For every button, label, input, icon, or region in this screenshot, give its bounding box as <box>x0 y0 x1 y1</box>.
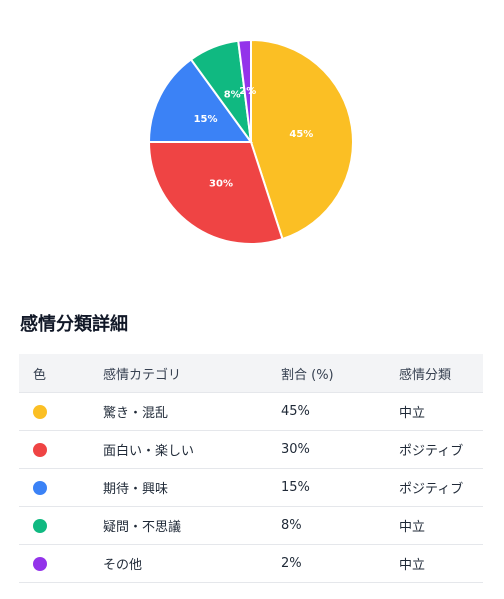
header-classification: 感情分類 <box>385 354 483 393</box>
classification-cell: ポジティブ <box>385 430 483 469</box>
color-dot-icon <box>33 404 47 419</box>
pie-slice-label-2: 15% <box>194 114 218 125</box>
color-dot-icon <box>33 518 47 533</box>
pie-slice-label-4: 2% <box>239 86 256 97</box>
color-dot-icon <box>33 442 47 457</box>
category-cell: 驚き・混乱 <box>89 392 267 431</box>
category-cell: 疑問・不思議 <box>89 506 267 545</box>
table-row: その他 2% 中立 <box>19 544 483 583</box>
percent-cell: 2% <box>267 544 385 583</box>
table-header-row: 色 感情カテゴリ 割合 (%) 感情分類 <box>19 354 483 393</box>
color-cell <box>19 430 89 469</box>
table-row: 疑問・不思議 8% 中立 <box>19 506 483 545</box>
classification-cell: 中立 <box>385 544 483 583</box>
percent-cell: 8% <box>267 506 385 545</box>
classification-cell: ポジティブ <box>385 468 483 507</box>
pie-slice-label-3: 8% <box>224 90 241 101</box>
color-cell <box>19 506 89 545</box>
pie-slice-4 <box>237 38 252 143</box>
category-cell: 期待・興味 <box>89 468 267 507</box>
pie-slice-0 <box>250 38 354 241</box>
header-color: 色 <box>19 354 89 393</box>
color-dot-icon <box>33 556 47 571</box>
header-percent: 割合 (%) <box>267 354 385 393</box>
table-row: 面白い・楽しい 30% ポジティブ <box>19 430 483 469</box>
header-category: 感情カテゴリ <box>89 354 267 393</box>
pie-slice-1 <box>147 141 284 245</box>
classification-cell: 中立 <box>385 392 483 431</box>
table-row: 期待・興味 15% ポジティブ <box>19 468 483 507</box>
pie-chart: 45% 30% 15% 8%2% <box>147 38 354 245</box>
category-cell: 面白い・楽しい <box>89 430 267 469</box>
classification-cell: 中立 <box>385 506 483 545</box>
pie-slice-label-0: 45% <box>289 129 313 140</box>
category-cell: その他 <box>89 544 267 583</box>
table-row: 驚き・混乱 45% 中立 <box>19 392 483 431</box>
section-title: 感情分類詳細 <box>20 314 128 335</box>
pie-slice-label-1: 30% <box>209 178 233 189</box>
percent-cell: 15% <box>267 468 385 507</box>
emotion-detail-table: 色 感情カテゴリ 割合 (%) 感情分類 驚き・混乱 45% 中立 面白い・楽し… <box>19 354 483 583</box>
color-dot-icon <box>33 480 47 495</box>
pie-slice-2 <box>147 58 253 143</box>
color-cell <box>19 544 89 583</box>
color-cell <box>19 392 89 431</box>
color-cell <box>19 468 89 507</box>
percent-cell: 45% <box>267 392 385 431</box>
percent-cell: 30% <box>267 430 385 469</box>
